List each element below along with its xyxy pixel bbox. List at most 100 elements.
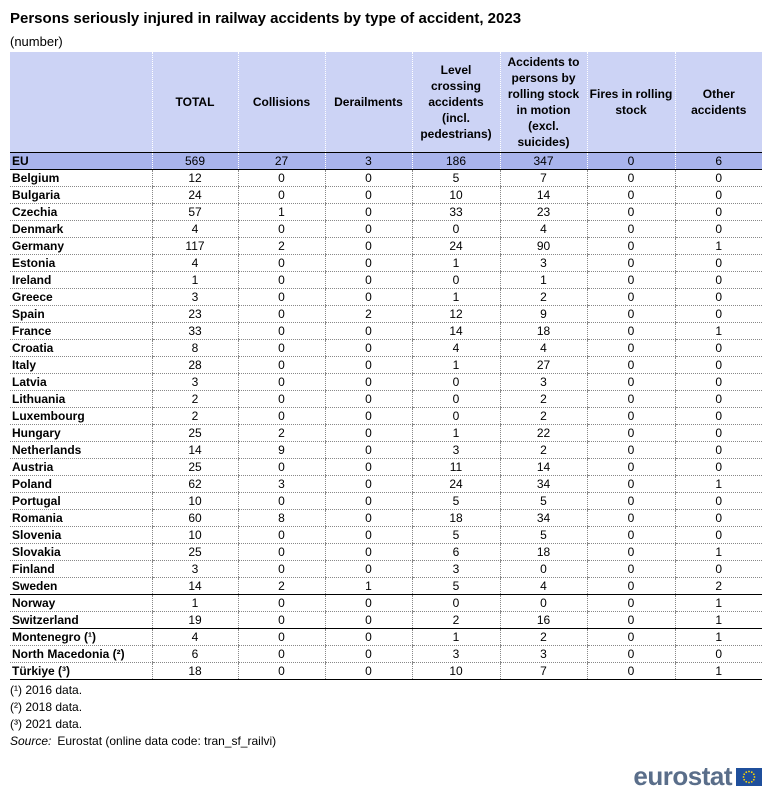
cell: 9	[237, 441, 325, 459]
table-row: Estonia 4 0 0 1 3 0 0	[10, 254, 762, 272]
cell: 1	[411, 424, 500, 442]
column-header: Derailments	[324, 52, 412, 153]
table-row: France 33 0 0 14 18 0 1	[10, 322, 762, 340]
cell: 22	[499, 424, 587, 442]
cell: 0	[586, 407, 675, 425]
row-label: Estonia	[10, 254, 152, 272]
cell: 0	[324, 169, 412, 187]
cell: 19	[151, 611, 238, 629]
cell: 0	[674, 492, 762, 510]
table-row: Austria 25 0 0 11 14 0 0	[10, 458, 762, 476]
cell: 0	[324, 628, 412, 646]
cell: 2	[499, 628, 587, 646]
cell: 0	[324, 611, 412, 629]
cell: 0	[324, 186, 412, 204]
row-label: Portugal	[10, 492, 152, 510]
cell: 186	[411, 152, 500, 170]
cell: 62	[151, 475, 238, 493]
table-row: Türkiye (³) 18 0 0 10 7 0 1	[10, 662, 762, 680]
cell: 347	[499, 152, 587, 170]
cell: 0	[324, 220, 412, 238]
column-header: Other accidents	[674, 52, 762, 153]
cell: 25	[151, 543, 238, 561]
cell: 0	[674, 271, 762, 289]
cell: 0	[586, 237, 675, 255]
cell: 6	[151, 645, 238, 663]
table-row: Poland 62 3 0 24 34 0 1	[10, 475, 762, 493]
cell: 0	[411, 407, 500, 425]
cell: 25	[151, 458, 238, 476]
cell: 1	[151, 271, 238, 289]
cell: 0	[324, 509, 412, 527]
cell: 12	[151, 169, 238, 187]
cell: 90	[499, 237, 587, 255]
cell: 14	[499, 186, 587, 204]
cell: 0	[237, 373, 325, 391]
cell: 18	[499, 322, 587, 340]
cell: 5	[499, 526, 587, 544]
cell: 0	[586, 611, 675, 629]
row-label: Finland	[10, 560, 152, 578]
table-row: Latvia 3 0 0 0 3 0 0	[10, 373, 762, 391]
cell: 0	[586, 441, 675, 459]
cell: 3	[499, 645, 587, 663]
cell: 0	[237, 220, 325, 238]
cell: 8	[237, 509, 325, 527]
table-row: Romania 60 8 0 18 34 0 0	[10, 509, 762, 527]
cell: 0	[586, 322, 675, 340]
cell: 1	[324, 577, 412, 595]
cell: 8	[151, 339, 238, 357]
row-label: Lithuania	[10, 390, 152, 408]
cell: 4	[151, 220, 238, 238]
row-label: Denmark	[10, 220, 152, 238]
cell: 16	[499, 611, 587, 629]
cell: 5	[499, 492, 587, 510]
cell: 0	[237, 526, 325, 544]
cell: 2	[237, 237, 325, 255]
row-label: Greece	[10, 288, 152, 306]
footnote: (¹) 2016 data.	[10, 683, 83, 697]
cell: 0	[674, 458, 762, 476]
cell: 0	[674, 526, 762, 544]
header-cell	[10, 52, 152, 153]
logo-text: eurostat	[633, 761, 732, 791]
table-row: Sweden 14 2 1 5 4 0 2	[10, 577, 762, 595]
cell: 0	[674, 407, 762, 425]
cell: 34	[499, 509, 587, 527]
cell: 0	[237, 662, 325, 680]
cell: 2	[499, 390, 587, 408]
column-header: Level crossing accidents (incl. pedestri…	[411, 52, 500, 153]
cell: 4	[499, 339, 587, 357]
cell: 4	[499, 220, 587, 238]
cell: 0	[674, 509, 762, 527]
cell: 0	[237, 458, 325, 476]
table-row: Lithuania 2 0 0 0 2 0 0	[10, 390, 762, 408]
cell: 0	[411, 271, 500, 289]
cell: 0	[237, 645, 325, 663]
row-label: Italy	[10, 356, 152, 374]
cell: 0	[237, 288, 325, 306]
eu-flag	[736, 767, 762, 786]
cell: 0	[237, 254, 325, 272]
footnote: (²) 2018 data.	[10, 700, 83, 714]
cell: 0	[324, 254, 412, 272]
column-header: Accidents to persons by rolling stock in…	[499, 52, 587, 153]
cell: 3	[324, 152, 412, 170]
title: Persons seriously injured in railway acc…	[10, 10, 522, 27]
cell: 0	[586, 305, 675, 323]
cell: 2	[151, 407, 238, 425]
cell: 57	[151, 203, 238, 221]
cell: 1	[674, 662, 762, 680]
cell: 23	[499, 203, 587, 221]
cell: 0	[586, 271, 675, 289]
cell: 1	[674, 322, 762, 340]
source-label: Source:	[10, 734, 52, 748]
row-label: Latvia	[10, 373, 152, 391]
cell: 1	[499, 271, 587, 289]
row-label: Netherlands	[10, 441, 152, 459]
logo: eurostat	[633, 761, 762, 792]
table-row: North Macedonia (²) 6 0 0 3 3 0 0	[10, 645, 762, 663]
table-row: Slovenia 10 0 0 5 5 0 0	[10, 526, 762, 544]
cell: 5	[411, 169, 500, 187]
table-row: Ireland 1 0 0 0 1 0 0	[10, 271, 762, 289]
